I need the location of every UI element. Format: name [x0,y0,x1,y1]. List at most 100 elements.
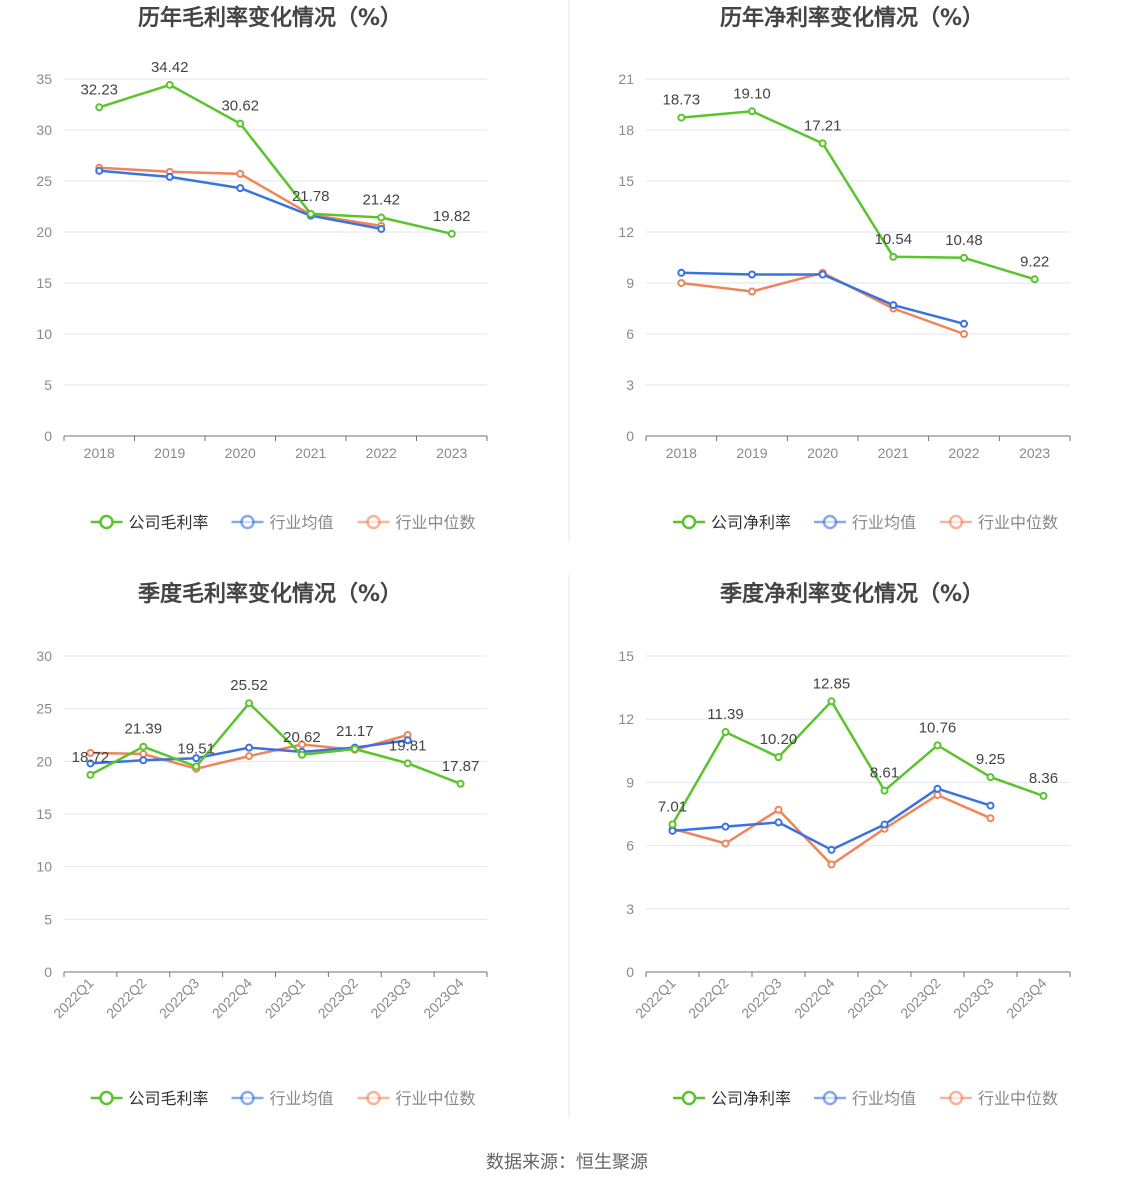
legend-item-1[interactable]: 公司毛利率 [90,1089,209,1108]
x-tick-label: 2018 [84,445,115,461]
series-line-3 [681,271,965,336]
data-point [986,814,995,823]
data-point [95,103,104,112]
data-label: 8.61 [870,765,899,782]
legend-item-2[interactable]: 行业均值 [231,513,334,532]
data-point [748,107,756,116]
data-point [677,113,686,122]
legend-marker [99,1090,114,1106]
data-point [447,229,456,238]
data-point [960,253,968,262]
y-tick-label: 25 [36,173,52,189]
legend-item-2[interactable]: 行业均值 [814,1089,916,1108]
data-point [377,213,386,222]
legend-item-1[interactable]: 公司净利率 [673,513,791,532]
y-tick-label: 3 [626,901,634,917]
data-point [1039,791,1048,800]
series-line-1 [98,83,453,236]
legend-label: 行业中位数 [396,513,476,532]
x-tick-label: 2023Q2 [897,975,944,1022]
x-tick-label: 2023 [1019,445,1050,461]
data-label: 21.78 [292,188,330,205]
legend-item-3[interactable]: 行业中位数 [357,513,476,532]
data-label: 18.72 [72,749,110,766]
legend-label: 行业均值 [852,1089,916,1108]
data-point [677,279,686,287]
series-line-2 [681,271,965,326]
legend-label: 公司毛利率 [129,1089,209,1108]
y-tick-label: 21 [618,71,634,87]
y-tick-label: 15 [36,275,52,291]
legend-marker [822,1090,838,1106]
x-tick-label: 2022Q3 [738,975,785,1022]
legend-label: 行业均值 [270,1089,334,1108]
data-point [377,224,386,233]
legend-item-3[interactable]: 行业中位数 [357,1089,476,1108]
data-source-note: 数据来源：恒生聚源 [486,1152,648,1173]
legend-marker [240,1090,255,1106]
legend-marker [366,514,381,530]
data-point [960,319,968,328]
data-point [403,736,412,745]
y-tick-label: 35 [36,71,52,87]
data-point [1030,275,1039,284]
series-line-2 [99,169,382,231]
legend-label: 行业中位数 [396,1089,476,1108]
y-tick-label: 6 [626,326,634,342]
y-tick-label: 0 [626,964,634,980]
data-point [827,860,836,869]
data-label: 9.25 [976,751,1005,768]
x-tick-label: 2022Q2 [685,975,732,1022]
x-tick-label: 2023Q3 [950,975,997,1022]
y-tick-label: 15 [618,173,634,189]
legend-label: 公司净利率 [711,513,791,532]
x-tick-label: 2021 [878,445,909,461]
data-point [139,749,148,758]
legend-item-3[interactable]: 行业中位数 [940,513,1058,532]
data-label: 17.87 [442,758,480,775]
data-point [192,754,201,763]
x-tick-label: 2020 [807,445,838,461]
data-label: 32.23 [80,81,118,98]
data-label: 10.48 [945,232,983,249]
data-point [668,820,677,829]
data-point [165,172,174,181]
data-point [960,330,968,338]
data-point [827,845,836,854]
data-point [306,209,315,218]
x-tick-label: 2023Q4 [1003,975,1050,1022]
data-point [889,301,898,310]
data-label: 19.51 [177,740,215,757]
chart-title: 季度毛利率变化情况（%） [138,581,402,607]
data-label: 8.36 [1029,770,1058,787]
y-tick-label: 10 [36,859,52,875]
legend-marker [822,514,838,530]
legend-label: 行业均值 [270,513,334,532]
legend-marker [948,1090,964,1106]
chart-panel-1: 历年毛利率变化情况（%） 0 5 10 15 20 25 30 35 2018 2019 2020 20… [36,5,488,532]
chart-title: 季度净利率变化情况（%） [720,581,984,607]
data-point [245,743,254,752]
x-tick-label: 2022Q3 [156,975,203,1022]
data-label: 7.01 [658,798,687,815]
legend-marker [681,514,697,530]
legend-item-1[interactable]: 公司毛利率 [90,513,209,532]
legend-item-3[interactable]: 行业中位数 [940,1089,1058,1108]
x-tick-label: 2023Q3 [367,975,414,1022]
data-point [933,741,942,750]
y-tick-label: 30 [36,648,52,664]
series-line-3 [672,793,992,866]
data-label: 12.85 [813,675,851,692]
data-point [86,748,95,757]
legend-item-2[interactable]: 行业均值 [231,1089,334,1108]
chart-title: 历年毛利率变化情况（%） [138,5,402,31]
legend-marker [240,514,255,530]
data-label: 11.39 [707,706,743,723]
legend-item-1[interactable]: 公司净利率 [673,1089,791,1108]
data-label: 9.22 [1020,253,1049,270]
data-point [139,742,148,751]
x-tick-label: 2018 [666,445,697,461]
legend-item-2[interactable]: 行业均值 [814,513,916,532]
x-tick-label: 2023Q4 [420,975,467,1022]
